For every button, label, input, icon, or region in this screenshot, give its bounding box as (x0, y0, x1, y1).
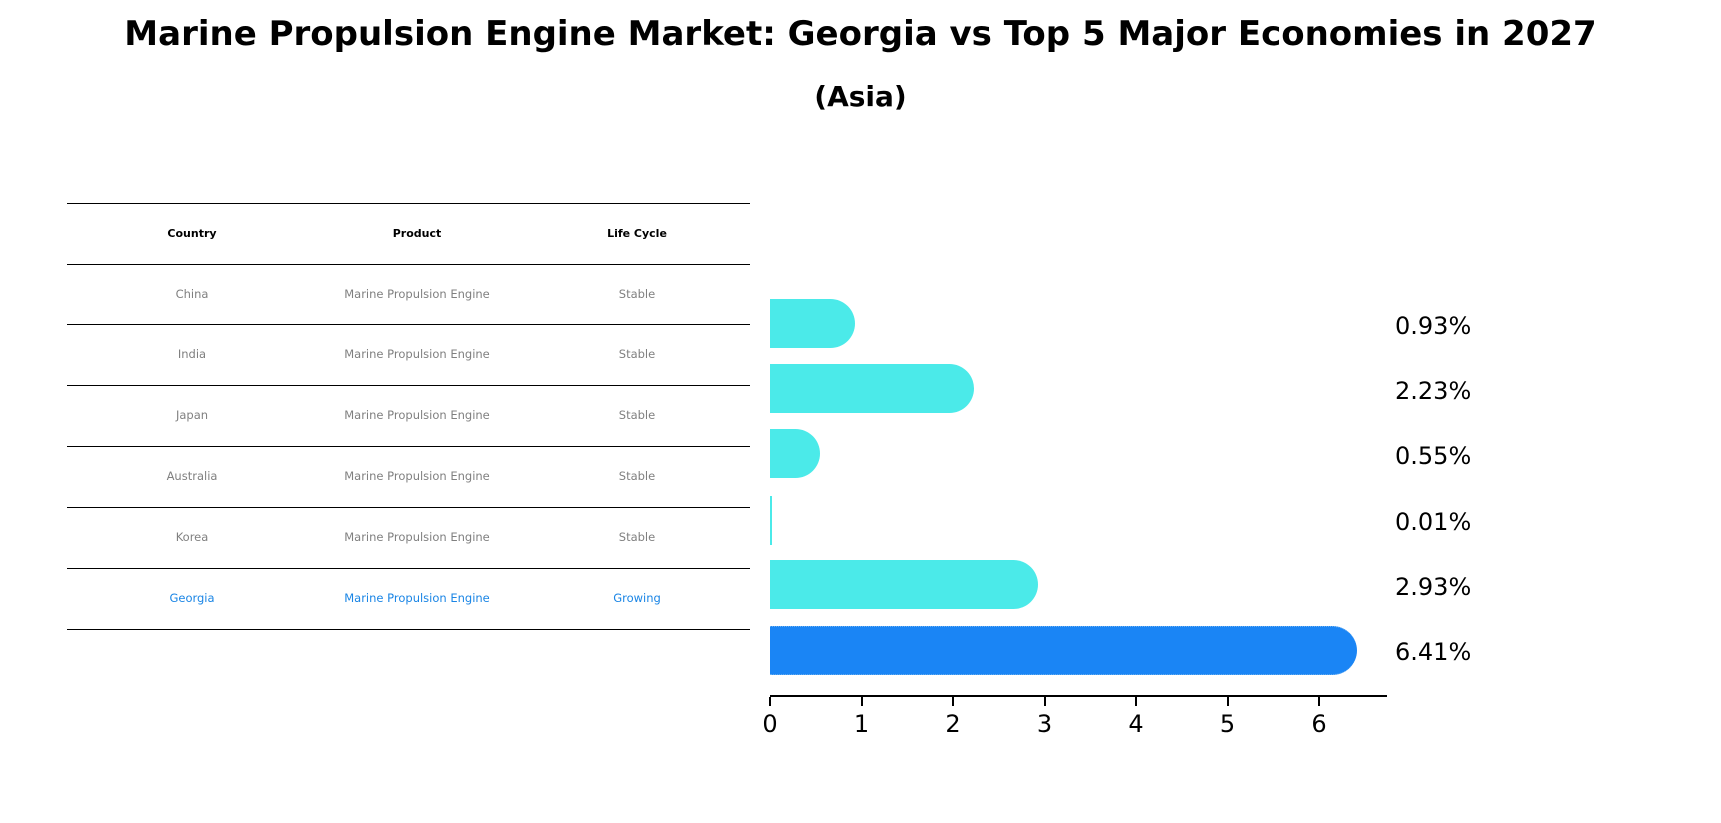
cell-life-cycle: Stable (618, 347, 656, 361)
table-rule (67, 446, 750, 447)
cell-life-cycle: Stable (618, 408, 656, 422)
bar-china (770, 299, 856, 348)
bar-georgia (770, 626, 1357, 675)
bar-korea (770, 560, 1039, 609)
x-tick (1043, 697, 1046, 706)
cell-life-cycle: Stable (618, 287, 656, 301)
x-tick-label: 6 (1311, 710, 1327, 738)
table-row: Australia Marine Propulsion Engine Stabl… (67, 446, 750, 507)
header-country: Country (167, 227, 217, 240)
x-tick-label: 0 (762, 710, 778, 738)
table-row: India Marine Propulsion Engine Stable (67, 324, 750, 385)
cell-country: China (175, 287, 209, 301)
cell-product: Marine Propulsion Engine (344, 347, 490, 361)
table-header-row: Country Product Life Cycle (67, 203, 750, 264)
bar-australia (770, 496, 772, 545)
table-row: China Marine Propulsion Engine Stable (67, 264, 750, 325)
x-tick (769, 697, 771, 706)
table-rule (67, 324, 750, 325)
cell-life-cycle: Stable (618, 530, 656, 544)
cell-product: Marine Propulsion Engine (344, 530, 490, 544)
value-label: 2.93% (1395, 573, 1472, 601)
table-rule (67, 203, 750, 204)
cell-life-cycle: Stable (618, 469, 656, 483)
cell-product: Marine Propulsion Engine (344, 408, 490, 422)
value-label: 6.41% (1395, 638, 1472, 666)
x-tick (860, 697, 863, 706)
table-rule (67, 629, 750, 630)
header-life-cycle: Life Cycle (607, 227, 667, 240)
cell-country: Australia (166, 469, 218, 483)
chart-subtitle: (Asia) (814, 80, 907, 113)
x-tick-label: 5 (1219, 710, 1236, 738)
cell-product: Marine Propulsion Engine (344, 469, 490, 483)
table-row-highlighted: Georgia Marine Propulsion Engine Growing (67, 568, 750, 629)
x-tick (1135, 697, 1137, 706)
x-tick (1318, 697, 1320, 706)
table-rule (67, 568, 750, 569)
table-row: Japan Marine Propulsion Engine Stable (67, 385, 750, 446)
value-label: 0.01% (1395, 508, 1472, 536)
cell-country: India (177, 347, 207, 361)
x-tick-label: 1 (853, 710, 870, 738)
x-tick-label: 2 (945, 710, 961, 738)
cell-country: Japan (175, 408, 209, 422)
bar-india (770, 364, 975, 413)
x-tick (1226, 697, 1229, 706)
bar-japan (770, 429, 821, 478)
value-label: 2.23% (1395, 377, 1472, 405)
table-rule (67, 264, 750, 265)
table-rule (67, 385, 750, 386)
table-rule (67, 507, 750, 508)
cell-country: Georgia (169, 591, 215, 605)
chart-title: Marine Propulsion Engine Market: Georgia… (124, 14, 1597, 54)
header-product: Product (392, 227, 442, 240)
cell-product: Marine Propulsion Engine (344, 287, 490, 301)
x-tick (952, 697, 954, 706)
cell-product: Marine Propulsion Engine (344, 591, 490, 605)
x-tick-label: 4 (1128, 710, 1144, 738)
x-tick-label: 3 (1036, 710, 1053, 738)
x-axis (770, 695, 1387, 697)
table-row: Korea Marine Propulsion Engine Stable (67, 507, 750, 568)
value-label: 0.93% (1395, 312, 1472, 340)
cell-country: Korea (175, 530, 209, 544)
cell-life-cycle: Growing (613, 591, 661, 605)
value-label: 0.55% (1395, 442, 1472, 470)
